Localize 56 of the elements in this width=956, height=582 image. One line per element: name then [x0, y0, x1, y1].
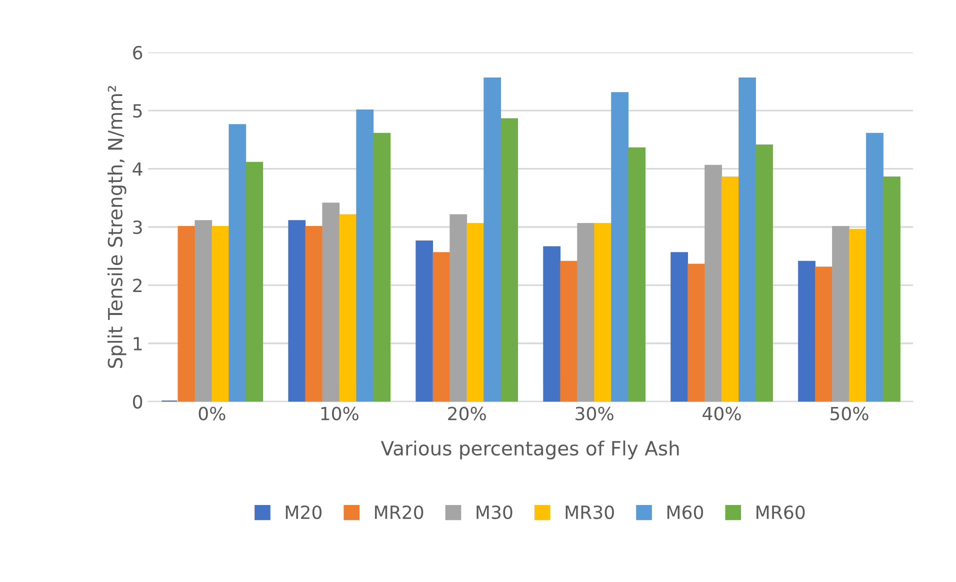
bar — [305, 226, 323, 402]
bar — [577, 223, 595, 402]
bar — [466, 223, 484, 402]
x-tick-label: 30% — [576, 406, 614, 420]
bar — [339, 214, 357, 402]
y-tick-label: 0 — [133, 395, 142, 409]
bar — [670, 252, 688, 402]
bar — [866, 132, 884, 402]
y-axis-title: Split Tensile Strength, N/mm² — [107, 86, 126, 368]
legend-label: MR30 — [566, 505, 614, 520]
y-tick-label: 6 — [133, 46, 142, 60]
legend-label: M60 — [667, 505, 704, 520]
bar — [832, 226, 850, 402]
bar — [432, 252, 450, 402]
bar — [543, 246, 561, 402]
y-tick-label: 1 — [134, 337, 142, 350]
x-tick-label: 40% — [702, 406, 741, 420]
bar — [815, 266, 832, 402]
bar — [688, 264, 705, 402]
bar — [178, 226, 196, 402]
bar — [416, 240, 434, 402]
x-tick-label: 20% — [448, 406, 486, 420]
bar — [212, 226, 230, 402]
bar — [756, 144, 773, 402]
bar — [849, 228, 866, 402]
bar — [356, 110, 374, 402]
bar — [228, 124, 246, 402]
bar — [798, 260, 816, 402]
y-tick-label: 2 — [133, 278, 142, 292]
bar — [500, 118, 518, 402]
bar — [246, 162, 264, 402]
y-tick-label: 5 — [133, 104, 142, 118]
bar — [611, 92, 628, 402]
bar — [288, 220, 306, 402]
bar — [883, 176, 900, 402]
bar — [560, 260, 578, 402]
x-tick-label: 10% — [321, 406, 358, 420]
bar — [628, 147, 646, 402]
bar — [322, 202, 340, 402]
bar — [704, 164, 722, 402]
x-axis-title: Various percentages of Fly Ash — [380, 440, 679, 460]
bar — [373, 132, 391, 402]
legend-label: MR20 — [375, 505, 424, 520]
y-tick-label: 4 — [132, 162, 142, 176]
y-tick-label: 3 — [133, 220, 142, 234]
legend-label: M20 — [286, 505, 322, 520]
bar — [450, 214, 468, 402]
bar — [484, 78, 502, 402]
bar — [738, 78, 756, 402]
legend-label: M30 — [476, 505, 512, 520]
x-tick-label: 50% — [830, 406, 868, 420]
bar — [594, 223, 612, 402]
bar — [194, 220, 212, 402]
bar — [722, 176, 739, 402]
x-tick-label: 0% — [198, 406, 226, 420]
legend-label: MR60 — [756, 505, 805, 520]
